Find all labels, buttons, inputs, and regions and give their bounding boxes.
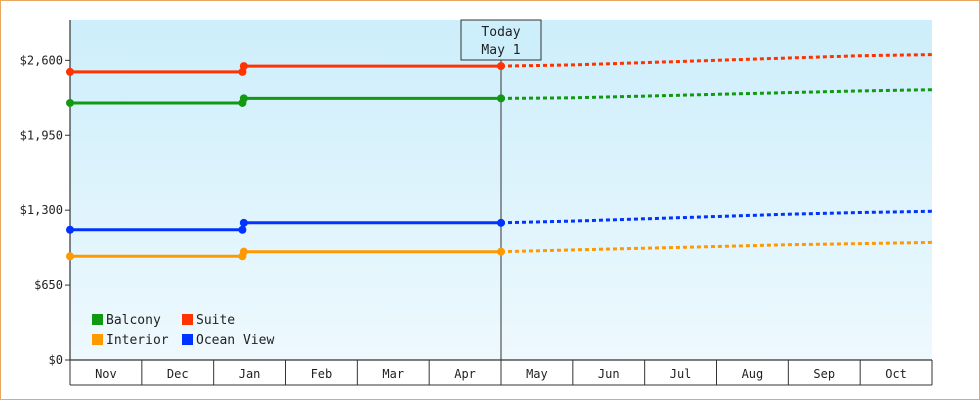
legend-swatch-ocean-view	[182, 334, 193, 345]
data-point-suite	[239, 62, 248, 71]
today-box	[460, 19, 542, 61]
x-tick-label: Nov	[95, 367, 117, 381]
y-axis: $0 $650 $1,300 $1,950 $2,600	[20, 20, 71, 367]
forecast-line-balcony	[500, 88, 933, 100]
data-point-interior	[497, 247, 505, 256]
x-tick-label: Dec	[167, 367, 189, 381]
data-point-suite	[66, 67, 74, 76]
legend-swatch-interior	[92, 334, 103, 345]
forecast-line-suite	[500, 53, 933, 68]
x-tick-label: May	[526, 367, 548, 381]
legend: Balcony Suite Interior Ocean View	[92, 313, 274, 348]
legend-label-balcony: Balcony	[106, 313, 161, 328]
data-point-interior	[66, 252, 74, 261]
y-tick-label: $1,950	[20, 128, 63, 142]
legend-swatch-balcony	[92, 314, 103, 325]
series-interior	[66, 240, 933, 261]
x-tick-label: Aug	[742, 367, 764, 381]
today-date: May 1	[481, 43, 520, 58]
y-tick-label: $1,300	[20, 203, 63, 217]
x-tick-label: Jul	[670, 367, 692, 381]
x-tick-label: Jun	[598, 367, 620, 381]
data-point-ocean-view	[497, 218, 505, 227]
series-balcony	[66, 88, 933, 107]
y-tick-label: $0	[49, 353, 63, 367]
data-point-balcony	[66, 98, 74, 107]
legend-label-interior: Interior	[106, 333, 169, 348]
x-tick-label: Sep	[813, 367, 835, 381]
x-tick-label: Oct	[885, 367, 907, 381]
series-ocean-view	[66, 209, 933, 234]
data-point-ocean-view	[239, 218, 248, 227]
today-marker: Today May 1	[460, 19, 542, 360]
y-tick-label: $650	[34, 278, 63, 292]
x-axis: Nov Dec Jan Feb Mar Apr May Jun Jul Aug Sep Oct	[69, 359, 933, 386]
data-point-ocean-view	[238, 225, 247, 234]
data-point-interior	[239, 247, 248, 256]
y-tick-label: $2,600	[20, 53, 63, 67]
x-tick-label: Jan	[239, 367, 261, 381]
data-point-balcony	[239, 94, 248, 103]
today-label: Today	[481, 25, 520, 40]
legend-swatch-suite	[182, 314, 193, 325]
forecast-line-ocean-view	[500, 209, 933, 225]
x-tick-label: Feb	[311, 367, 333, 381]
series-suite	[66, 53, 933, 76]
forecast-line-interior	[500, 240, 933, 254]
legend-label-ocean-view: Ocean View	[196, 333, 274, 348]
series-layer	[66, 53, 933, 261]
data-point-ocean-view	[66, 225, 74, 234]
legend-label-suite: Suite	[196, 313, 235, 328]
data-point-suite	[497, 62, 505, 71]
x-tick-label: Mar	[382, 367, 404, 381]
x-tick-label: Apr	[454, 367, 476, 381]
data-point-balcony	[497, 94, 505, 103]
